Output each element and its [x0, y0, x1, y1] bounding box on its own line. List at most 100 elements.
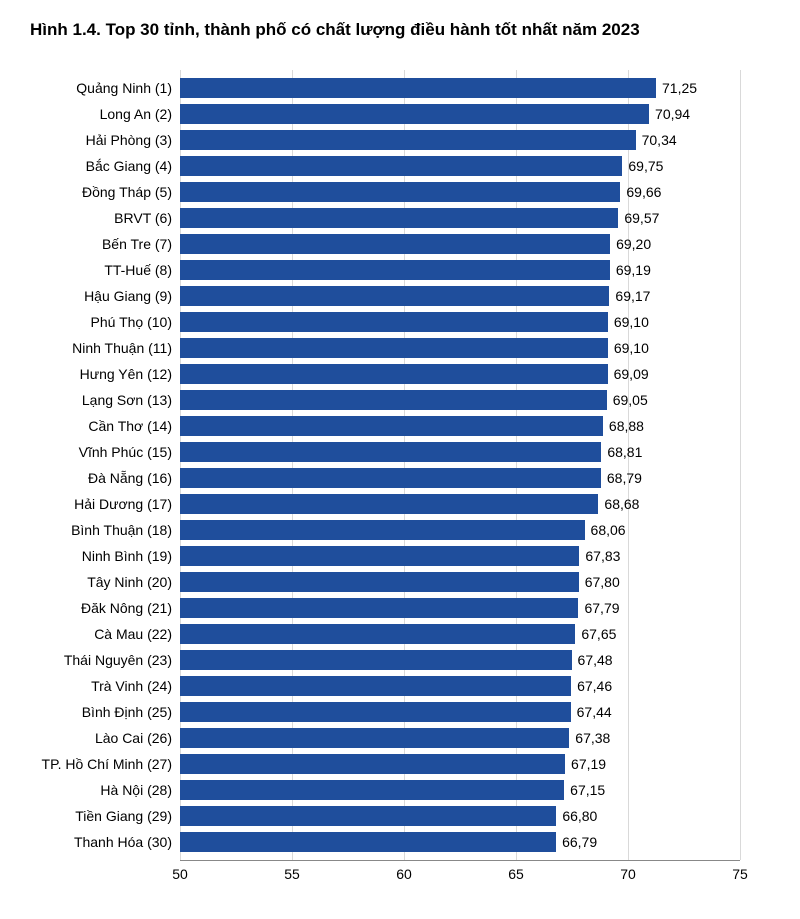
- bar: [180, 78, 656, 98]
- value-label: 69,19: [610, 260, 651, 280]
- value-label: 68,79: [601, 468, 642, 488]
- bar-row: Phú Thọ (10)69,10: [180, 312, 740, 332]
- category-label: Cà Mau (22): [94, 624, 180, 644]
- category-label: Bắc Giang (4): [86, 156, 180, 176]
- x-tick-label: 50: [172, 866, 188, 882]
- bar: [180, 208, 618, 228]
- category-label: Thanh Hóa (30): [74, 832, 180, 852]
- bar: [180, 832, 556, 852]
- category-label: Cần Thơ (14): [88, 416, 180, 436]
- bar-row: Quảng Ninh (1)71,25: [180, 78, 740, 98]
- value-label: 69,05: [607, 390, 648, 410]
- category-label: Lạng Sơn (13): [82, 390, 180, 410]
- chart-area: 505560657075Quảng Ninh (1)71,25Long An (…: [30, 60, 770, 895]
- bar: [180, 780, 564, 800]
- plot-area: 505560657075Quảng Ninh (1)71,25Long An (…: [180, 70, 740, 860]
- bar: [180, 702, 571, 722]
- value-label: 69,17: [609, 286, 650, 306]
- category-label: Đồng Tháp (5): [82, 182, 180, 202]
- page: Hình 1.4. Top 30 tỉnh, thành phố có chất…: [0, 0, 800, 919]
- category-label: Đăk Nông (21): [81, 598, 180, 618]
- bar-row: Tây Ninh (20)67,80: [180, 572, 740, 592]
- bar: [180, 806, 556, 826]
- value-label: 69,20: [610, 234, 651, 254]
- bar-row: BRVT (6)69,57: [180, 208, 740, 228]
- value-label: 66,79: [556, 832, 597, 852]
- bar-row: TT-Huế (8)69,19: [180, 260, 740, 280]
- bar-row: Bình Thuận (18)68,06: [180, 520, 740, 540]
- value-label: 69,09: [608, 364, 649, 384]
- category-label: Quảng Ninh (1): [76, 78, 180, 98]
- x-axis-line: [180, 860, 740, 861]
- bar-row: Tiền Giang (29)66,80: [180, 806, 740, 826]
- bar-row: Lào Cai (26)67,38: [180, 728, 740, 748]
- value-label: 67,15: [564, 780, 605, 800]
- bar-row: Đà Nẵng (16)68,79: [180, 468, 740, 488]
- bar-row: Cần Thơ (14)68,88: [180, 416, 740, 436]
- bar-row: Bình Định (25)67,44: [180, 702, 740, 722]
- category-label: Bến Tre (7): [102, 234, 180, 254]
- bar: [180, 494, 598, 514]
- bar: [180, 260, 610, 280]
- category-label: Tây Ninh (20): [87, 572, 180, 592]
- value-label: 68,68: [598, 494, 639, 514]
- bar: [180, 624, 575, 644]
- value-label: 68,06: [585, 520, 626, 540]
- bar: [180, 364, 608, 384]
- category-label: Hậu Giang (9): [84, 286, 180, 306]
- x-tick-label: 75: [732, 866, 748, 882]
- category-label: Thái Nguyên (23): [64, 650, 180, 670]
- category-label: Bình Định (25): [82, 702, 180, 722]
- bar: [180, 286, 609, 306]
- bar-row: TP. Hồ Chí Minh (27)67,19: [180, 754, 740, 774]
- value-label: 67,83: [579, 546, 620, 566]
- bar-row: Ninh Bình (19)67,83: [180, 546, 740, 566]
- bar-row: Ninh Thuận (11)69,10: [180, 338, 740, 358]
- category-label: Bình Thuận (18): [71, 520, 180, 540]
- value-label: 66,80: [556, 806, 597, 826]
- bar-row: Trà Vinh (24)67,46: [180, 676, 740, 696]
- x-tick-label: 65: [508, 866, 524, 882]
- category-label: Trà Vinh (24): [91, 676, 180, 696]
- value-label: 67,48: [572, 650, 613, 670]
- category-label: Phú Thọ (10): [91, 312, 180, 332]
- bar: [180, 754, 565, 774]
- category-label: Đà Nẵng (16): [88, 468, 180, 488]
- category-label: Tiền Giang (29): [75, 806, 180, 826]
- category-label: Hà Nội (28): [100, 780, 180, 800]
- category-label: Ninh Bình (19): [82, 546, 180, 566]
- value-label: 69,57: [618, 208, 659, 228]
- category-label: Lào Cai (26): [95, 728, 180, 748]
- value-label: 67,44: [571, 702, 612, 722]
- bar-row: Lạng Sơn (13)69,05: [180, 390, 740, 410]
- chart-title: Hình 1.4. Top 30 tỉnh, thành phố có chất…: [30, 20, 770, 40]
- bar-row: Long An (2)70,94: [180, 104, 740, 124]
- value-label: 68,88: [603, 416, 644, 436]
- category-label: Long An (2): [100, 104, 180, 124]
- bar-row: Thái Nguyên (23)67,48: [180, 650, 740, 670]
- category-label: Ninh Thuận (11): [72, 338, 180, 358]
- value-label: 68,81: [601, 442, 642, 462]
- bar-row: Bến Tre (7)69,20: [180, 234, 740, 254]
- bar-row: Đồng Tháp (5)69,66: [180, 182, 740, 202]
- category-label: Vĩnh Phúc (15): [79, 442, 180, 462]
- x-tick-label: 70: [620, 866, 636, 882]
- value-label: 67,19: [565, 754, 606, 774]
- bar-row: Hà Nội (28)67,15: [180, 780, 740, 800]
- value-label: 69,10: [608, 312, 649, 332]
- value-label: 67,65: [575, 624, 616, 644]
- x-tick-label: 60: [396, 866, 412, 882]
- bar-row: Hưng Yên (12)69,09: [180, 364, 740, 384]
- bar: [180, 338, 608, 358]
- category-label: Hải Dương (17): [74, 494, 180, 514]
- bar-row: Bắc Giang (4)69,75: [180, 156, 740, 176]
- bar: [180, 130, 636, 150]
- bar-row: Thanh Hóa (30)66,79: [180, 832, 740, 852]
- bar: [180, 312, 608, 332]
- bar: [180, 390, 607, 410]
- value-label: 67,79: [578, 598, 619, 618]
- value-label: 69,66: [620, 182, 661, 202]
- x-tick-label: 55: [284, 866, 300, 882]
- gridline: [740, 70, 741, 860]
- value-label: 67,80: [579, 572, 620, 592]
